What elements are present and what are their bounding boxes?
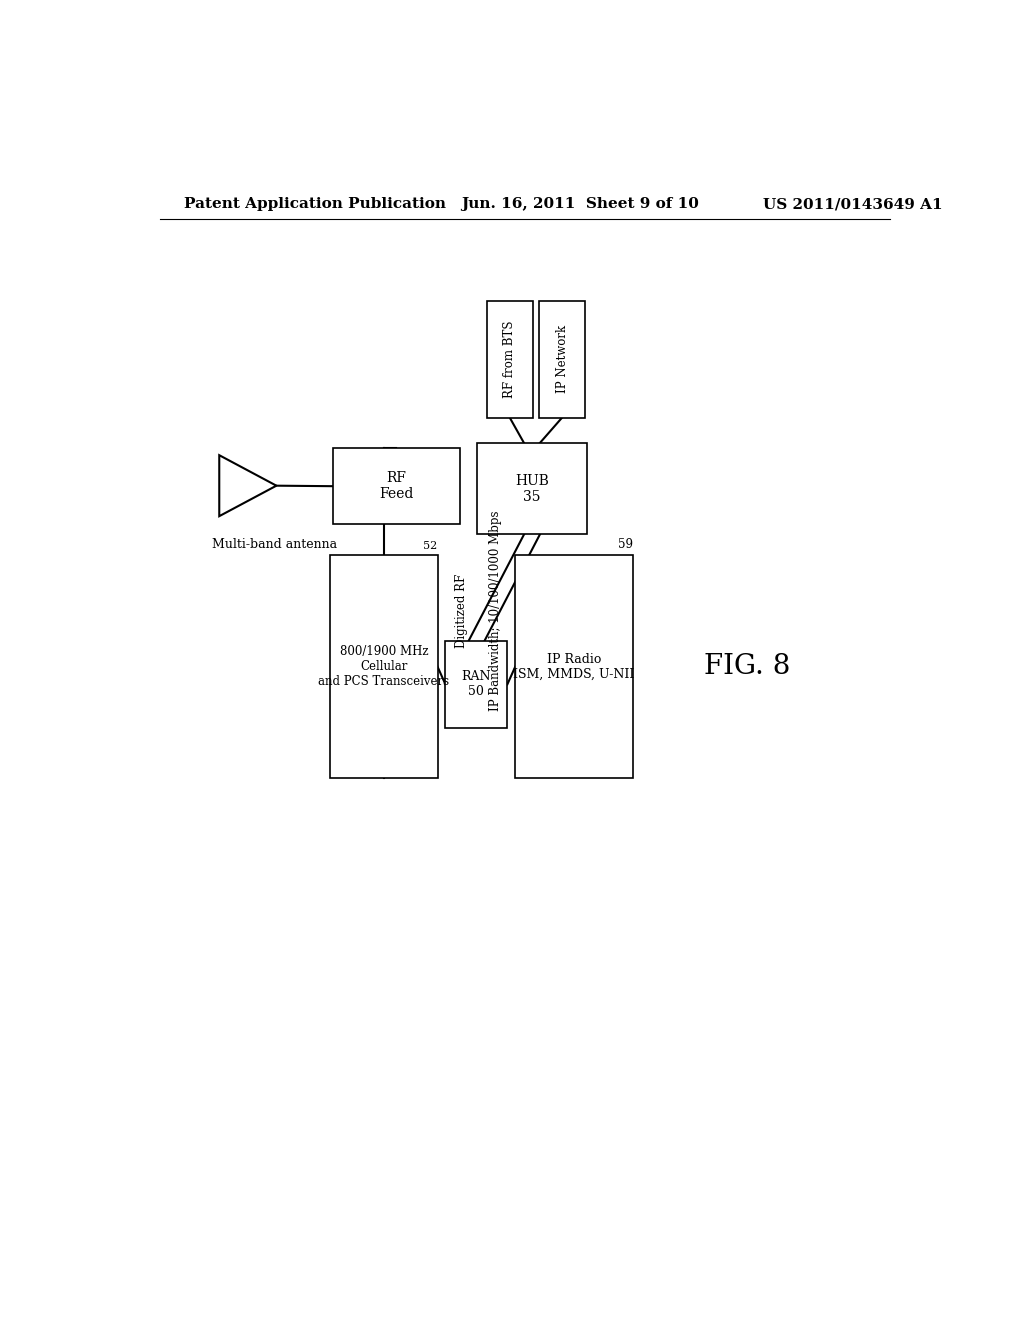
Bar <box>445 642 507 727</box>
Text: Digitized RF: Digitized RF <box>455 574 468 648</box>
Text: 52: 52 <box>423 541 437 550</box>
Text: Jun. 16, 2011  Sheet 9 of 10: Jun. 16, 2011 Sheet 9 of 10 <box>461 197 699 211</box>
Text: Multi-band antenna: Multi-band antenna <box>212 537 337 550</box>
Text: RF
Feed: RF Feed <box>379 471 414 502</box>
Text: HUB
35: HUB 35 <box>515 474 549 504</box>
Text: 59: 59 <box>617 537 633 550</box>
Text: IP Network: IP Network <box>556 325 568 393</box>
Bar <box>333 447 460 524</box>
Text: US 2011/0143649 A1: US 2011/0143649 A1 <box>763 197 942 211</box>
Text: IP Radio
ISM, MMDS, U-NII: IP Radio ISM, MMDS, U-NII <box>513 652 635 681</box>
Text: IP Bandwidth; 10/100/1000 Mbps: IP Bandwidth; 10/100/1000 Mbps <box>489 511 502 711</box>
Bar <box>515 554 633 779</box>
Text: Patent Application Publication: Patent Application Publication <box>183 197 445 211</box>
Bar <box>539 301 585 417</box>
Text: RF from BTS: RF from BTS <box>503 321 516 397</box>
Text: RAN
50: RAN 50 <box>462 671 492 698</box>
Bar <box>486 301 532 417</box>
Text: 800/1900 MHz
Cellular
and PCS Transceivers: 800/1900 MHz Cellular and PCS Transceive… <box>318 645 450 688</box>
Bar <box>477 444 587 535</box>
Bar <box>331 554 437 779</box>
Text: FIG. 8: FIG. 8 <box>703 653 791 680</box>
